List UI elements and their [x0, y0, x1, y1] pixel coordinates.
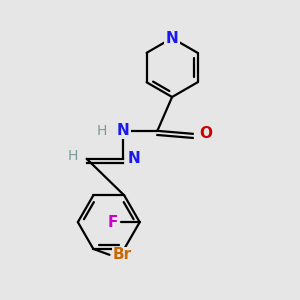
Text: N: N [128, 151, 141, 166]
Text: Br: Br [112, 247, 132, 262]
Text: N: N [117, 123, 130, 138]
Text: N: N [166, 31, 178, 46]
Text: O: O [199, 126, 212, 141]
Text: H: H [68, 149, 78, 163]
Text: H: H [96, 124, 106, 138]
Text: F: F [107, 214, 118, 230]
